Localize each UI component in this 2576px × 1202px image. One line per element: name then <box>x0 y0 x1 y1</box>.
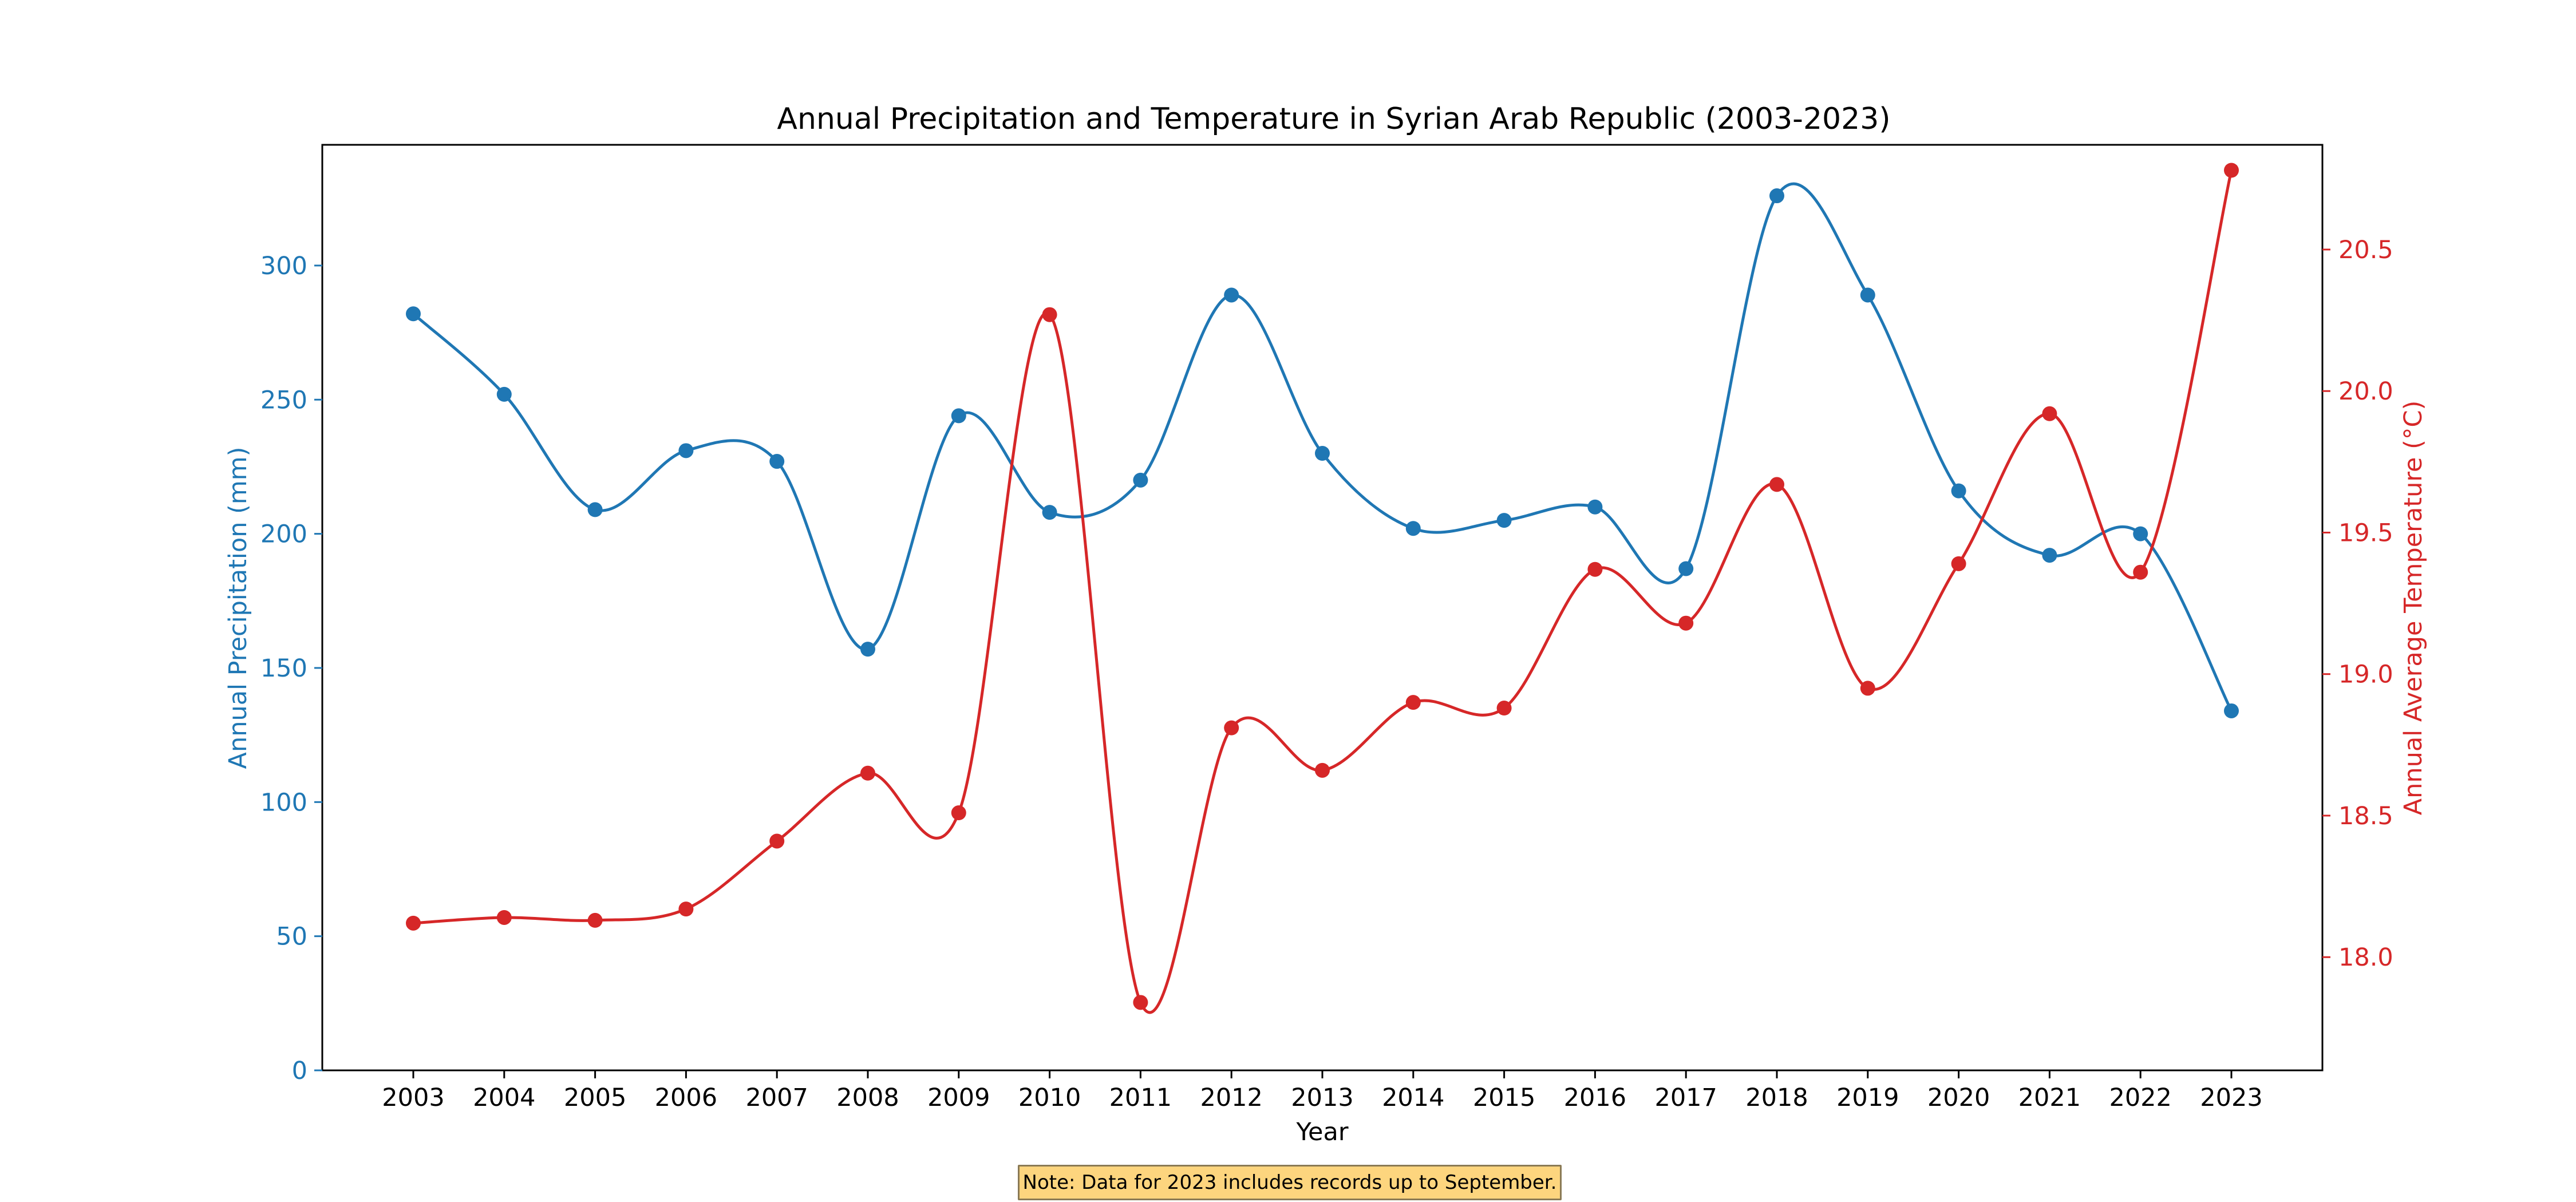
x-tick-label: 2005 <box>564 1084 626 1112</box>
temperature-point <box>2133 564 2148 580</box>
precipitation-point <box>1042 505 1057 520</box>
right-y-tick-label: 18.5 <box>2338 802 2393 831</box>
precipitation-point <box>1951 483 1966 499</box>
left-y-tick-label: 100 <box>260 788 307 817</box>
x-tick-label: 2003 <box>382 1084 444 1112</box>
x-tick-label: 2010 <box>1018 1084 1081 1112</box>
x-axis-label: Year <box>1295 1118 1348 1146</box>
precipitation-point <box>1678 561 1694 576</box>
temperature-point <box>1496 701 1512 716</box>
x-tick-label: 2020 <box>1927 1084 1990 1112</box>
temperature-point <box>1951 556 1966 571</box>
temperature-point <box>2042 406 2057 421</box>
temperature-point <box>496 910 512 925</box>
right-y-tick-label: 18.0 <box>2338 943 2393 972</box>
x-tick-label: 2023 <box>2200 1084 2262 1112</box>
note-box: Note: Data for 2023 includes records up … <box>1018 1165 1562 1200</box>
temperature-point <box>1587 562 1603 577</box>
left-y-axis-label: Annual Precipitation (mm) <box>224 447 252 769</box>
x-tick-label: 2007 <box>745 1084 808 1112</box>
precipitation-point <box>2224 703 2239 718</box>
precipitation-point <box>1133 472 1148 488</box>
temperature-point <box>1224 720 1239 736</box>
temperature-point <box>860 765 875 781</box>
chart-title: Annual Precipitation and Temperature in … <box>777 102 1890 136</box>
temperature-line <box>413 169 2233 1014</box>
precipitation-point <box>496 386 512 402</box>
left-y-tick-label: 300 <box>260 252 307 280</box>
right-y-tick-label: 20.5 <box>2338 236 2393 264</box>
precipitation-point <box>1224 287 1239 303</box>
x-tick-label: 2014 <box>1382 1084 1444 1112</box>
precipitation-point <box>1405 521 1421 536</box>
temperature-point <box>1860 681 1875 696</box>
x-tick-label: 2013 <box>1291 1084 1353 1112</box>
precipitation-point <box>769 454 785 469</box>
left-y-tick-label: 150 <box>260 654 307 683</box>
left-y-axis: 0 50 100 150 200 250 300 <box>260 252 322 1085</box>
precipitation-point <box>951 408 966 424</box>
x-tick-label: 2016 <box>1564 1084 1626 1112</box>
right-y-tick-label: 19.5 <box>2338 519 2393 547</box>
temperature-point <box>1678 615 1694 631</box>
right-y-axis-label: Annual Average Temperature (°C) <box>2399 401 2428 816</box>
right-y-tick-label: 20.0 <box>2338 377 2393 406</box>
x-tick-label: 2018 <box>1745 1084 1808 1112</box>
x-tick-label: 2015 <box>1473 1084 1535 1112</box>
x-tick-label: 2004 <box>473 1084 535 1112</box>
temperature-point <box>1133 995 1148 1010</box>
precipitation-point <box>2042 548 2057 563</box>
temperature-point <box>769 833 785 849</box>
x-tick-label: 2021 <box>2018 1084 2081 1112</box>
precipitation-point <box>406 306 421 322</box>
precipitation-point <box>1769 188 1784 204</box>
precipitation-point <box>860 642 875 657</box>
temperature-point <box>406 915 421 931</box>
x-tick-label: 2008 <box>836 1084 899 1112</box>
x-tick-label: 2012 <box>1200 1084 1262 1112</box>
temperature-point <box>1315 762 1330 778</box>
precipitation-point <box>1315 446 1330 461</box>
x-tick-label: 2011 <box>1109 1084 1172 1112</box>
precipitation-point <box>678 443 694 458</box>
precipitation-point <box>1860 287 1875 303</box>
precipitation-point <box>2133 526 2148 541</box>
x-tick-label: 2019 <box>1836 1084 1899 1112</box>
x-axis: 2003 2004 2005 2006 2007 2008 2009 2010 2011 2012… <box>382 1070 2263 1112</box>
right-y-tick-label: 19.0 <box>2338 661 2393 689</box>
temperature-point <box>1042 307 1057 322</box>
precipitation-point <box>1587 499 1603 515</box>
left-y-tick-label: 0 <box>292 1057 307 1085</box>
precipitation-point <box>1496 513 1512 528</box>
temperature-point <box>678 902 694 917</box>
precipitation-point <box>587 502 603 517</box>
left-y-tick-label: 250 <box>260 386 307 414</box>
left-y-tick-label: 50 <box>276 923 307 951</box>
x-tick-label: 2006 <box>655 1084 717 1112</box>
temperature-point <box>587 912 603 928</box>
temperature-point <box>1405 695 1421 710</box>
x-tick-label: 2022 <box>2109 1084 2171 1112</box>
temperature-point <box>2224 163 2239 178</box>
temperature-point <box>951 805 966 821</box>
plot-frame <box>321 144 2324 1071</box>
series-layer <box>406 163 2239 1014</box>
right-y-axis: 18.0 18.5 19.0 19.5 20.0 20.5 <box>2322 236 2393 972</box>
temperature-point <box>1769 477 1784 492</box>
x-tick-label: 2009 <box>927 1084 990 1112</box>
x-tick-label: 2017 <box>1654 1084 1717 1112</box>
left-y-tick-label: 200 <box>260 520 307 549</box>
